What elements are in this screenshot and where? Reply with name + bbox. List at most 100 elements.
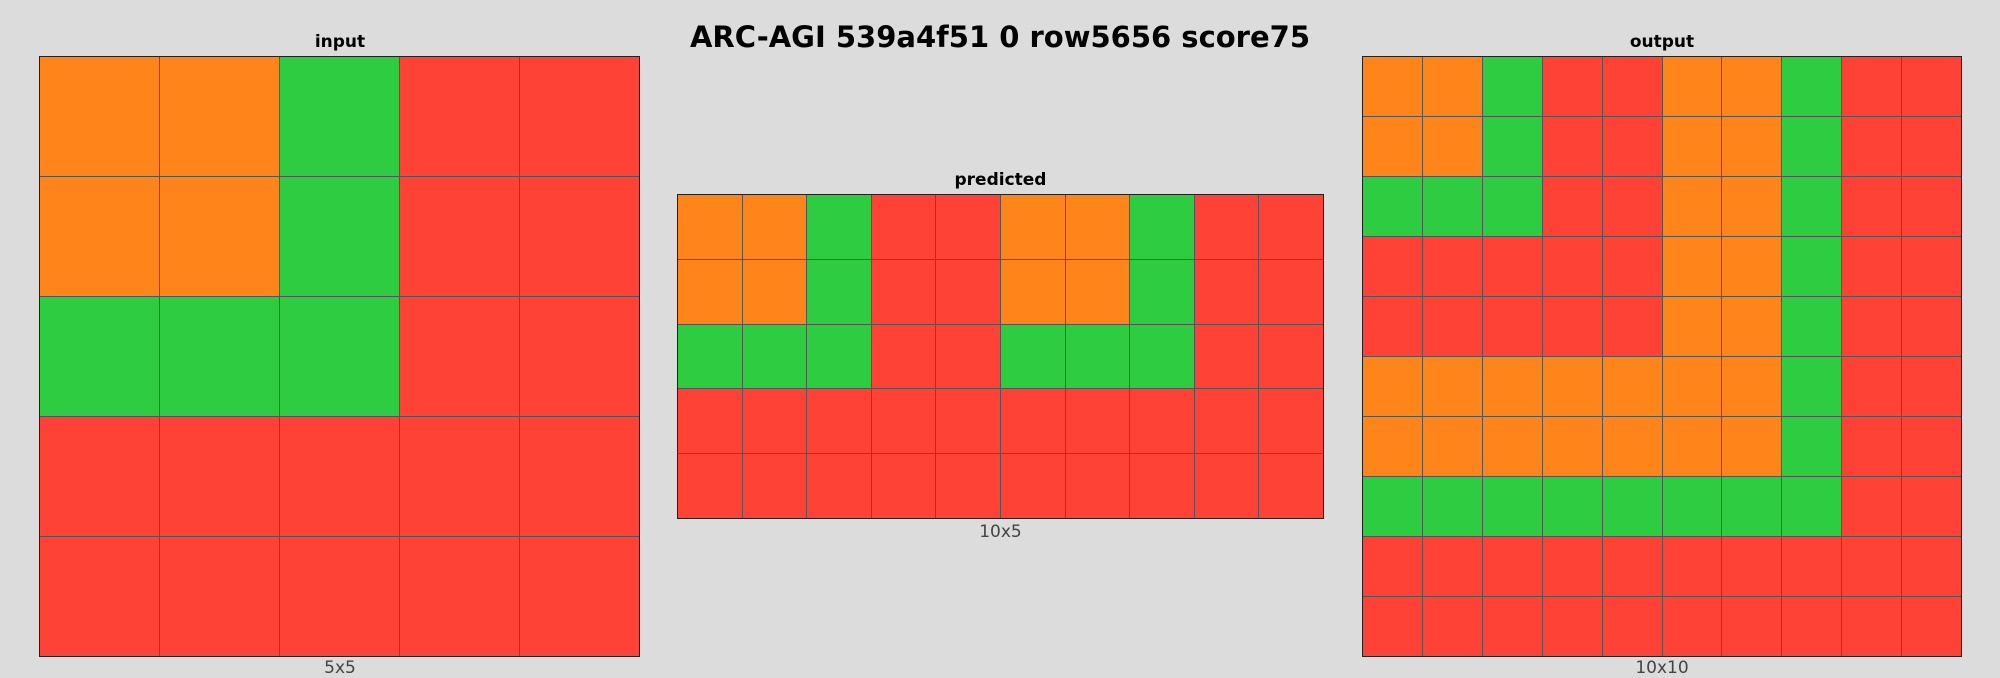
output-cell (1902, 417, 1961, 476)
output-cell (1602, 417, 1662, 476)
output-cell (1902, 477, 1961, 536)
output-cell (1722, 357, 1782, 416)
output-label: output (1629, 32, 1695, 52)
input-grid (39, 56, 640, 657)
output-cell (1602, 297, 1662, 356)
predicted-cell (1194, 259, 1259, 324)
output-cell (1842, 57, 1902, 116)
input-cell (400, 417, 519, 536)
output-cell (1363, 417, 1422, 476)
predicted-cell (871, 454, 936, 518)
output-cell (1842, 477, 1902, 536)
input-cell (40, 537, 159, 656)
output-cell (1662, 477, 1722, 536)
output-cell (1542, 177, 1602, 236)
predicted-cell (871, 259, 936, 324)
output-cell (1482, 237, 1542, 296)
output-cell (1842, 177, 1902, 236)
output-cell (1422, 357, 1482, 416)
predicted-cell (807, 389, 871, 454)
output-cell (1482, 417, 1542, 476)
output-dims: 10x10 (1635, 658, 1689, 678)
input-cell (160, 537, 279, 656)
input-cell (280, 297, 399, 416)
output-cell (1542, 417, 1602, 476)
output-cell (1542, 477, 1602, 536)
output-cell (1482, 297, 1542, 356)
predicted-cell (1065, 259, 1130, 324)
predicted-cell (936, 454, 1000, 518)
output-cell (1363, 537, 1422, 596)
predicted-cell (807, 454, 871, 518)
output-cell (1542, 117, 1602, 176)
predicted-cell (936, 195, 1000, 259)
output-cell (1363, 477, 1422, 536)
output-cell (1782, 177, 1842, 236)
predicted-cell (1130, 259, 1194, 324)
output-cell (1363, 597, 1422, 656)
predicted-cell (1065, 324, 1130, 389)
output-cell (1662, 237, 1722, 296)
predicted-cell (1130, 454, 1194, 518)
output-cell (1422, 237, 1482, 296)
output-cell (1602, 117, 1662, 176)
predicted-cell (742, 195, 807, 259)
output-cell (1662, 57, 1722, 116)
input-cell (520, 297, 639, 416)
input-dims: 5x5 (324, 658, 356, 678)
output-cell (1542, 597, 1602, 656)
output-cell (1482, 477, 1542, 536)
output-cell (1422, 537, 1482, 596)
output-grid (1362, 56, 1962, 657)
predicted-cell (807, 195, 871, 259)
input-cell (400, 537, 519, 656)
output-cell (1782, 297, 1842, 356)
output-cell (1422, 57, 1482, 116)
predicted-cell (1194, 324, 1259, 389)
output-cell (1602, 177, 1662, 236)
output-cell (1542, 297, 1602, 356)
output-cell (1902, 117, 1961, 176)
output-cell (1722, 537, 1782, 596)
output-cell (1722, 477, 1782, 536)
output-cell (1602, 57, 1662, 116)
output-cell (1602, 477, 1662, 536)
predicted-cell (1194, 389, 1259, 454)
output-cell (1662, 597, 1722, 656)
output-cell (1902, 297, 1961, 356)
predicted-cell (1000, 195, 1065, 259)
output-cell (1782, 417, 1842, 476)
output-cell (1422, 417, 1482, 476)
predicted-cell (1000, 389, 1065, 454)
output-cell (1842, 297, 1902, 356)
output-cell (1602, 537, 1662, 596)
output-cell (1662, 417, 1722, 476)
output-cell (1662, 537, 1722, 596)
input-cell (40, 177, 159, 296)
predicted-cell (936, 324, 1000, 389)
output-cell (1422, 297, 1482, 356)
output-cell (1602, 597, 1662, 656)
input-cell (400, 297, 519, 416)
input-cell (280, 417, 399, 536)
input-cell (400, 57, 519, 176)
predicted-cell (1194, 195, 1259, 259)
predicted-cell (1194, 454, 1259, 518)
output-cell (1363, 297, 1422, 356)
output-cell (1782, 57, 1842, 116)
output-cell (1722, 177, 1782, 236)
predicted-cell (678, 389, 742, 454)
output-cell (1662, 117, 1722, 176)
predicted-cell (871, 324, 936, 389)
predicted-cell (1259, 195, 1323, 259)
output-cell (1602, 237, 1662, 296)
input-cell (520, 537, 639, 656)
output-cell (1782, 537, 1842, 596)
output-cell (1842, 537, 1902, 596)
output-cell (1722, 297, 1782, 356)
output-cell (1542, 57, 1602, 116)
input-cell (40, 417, 159, 536)
output-cell (1482, 117, 1542, 176)
output-cell (1482, 537, 1542, 596)
output-cell (1722, 417, 1782, 476)
